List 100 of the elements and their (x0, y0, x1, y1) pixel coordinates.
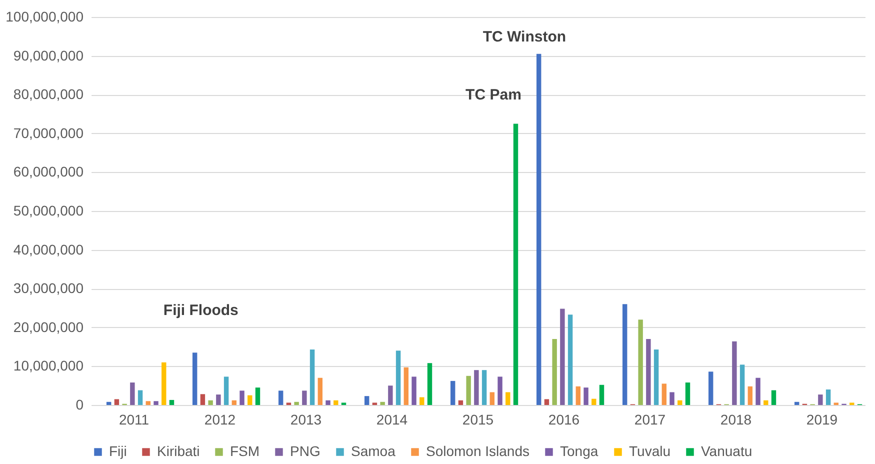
bar (224, 376, 229, 405)
annotation: TC Pam (466, 86, 522, 104)
bar (334, 400, 338, 405)
bar (584, 388, 588, 405)
bar (818, 394, 823, 405)
bar (138, 390, 143, 405)
annotation: Fiji Floods (163, 302, 238, 319)
bar (490, 392, 495, 405)
x-tick-label: 2015 (462, 412, 494, 428)
bar (404, 367, 409, 405)
bar (200, 394, 206, 405)
bar (278, 390, 284, 405)
bar (560, 308, 565, 405)
bar (732, 341, 737, 405)
y-tick-label: 100,000,000 (6, 8, 84, 24)
bar (420, 397, 424, 405)
bar (169, 400, 174, 405)
annotation: TC Winston (482, 28, 566, 46)
bar (310, 350, 315, 405)
bar (388, 386, 393, 405)
bar (326, 400, 330, 405)
bar (622, 304, 628, 405)
legend-label: FSM (230, 443, 260, 459)
x-tick-label: 2017 (634, 412, 666, 428)
bar (794, 402, 800, 405)
bar (638, 320, 643, 405)
x-tick-label: 2016 (548, 412, 580, 428)
bar (568, 314, 573, 405)
bar (654, 350, 659, 405)
bar (756, 378, 760, 405)
bar (740, 364, 745, 405)
y-tick-label: 60,000,000 (13, 164, 84, 180)
y-tick-label: 90,000,000 (13, 47, 84, 64)
bar (232, 400, 237, 405)
bar (466, 376, 471, 405)
bar (708, 372, 714, 405)
bar (544, 399, 550, 405)
x-tick-label: 2014 (376, 412, 408, 428)
bar (498, 376, 502, 405)
bar (592, 398, 596, 405)
bar (482, 370, 487, 405)
legend-label: Kiribati (157, 443, 200, 459)
bar (513, 124, 518, 405)
bar (599, 384, 604, 405)
bar (826, 389, 831, 405)
y-tick-label: 70,000,000 (13, 124, 84, 141)
legend-label: Tonga (560, 443, 598, 459)
legend-label: Fiji (109, 443, 127, 459)
bar (412, 376, 416, 405)
bar (646, 339, 651, 405)
bar (474, 370, 479, 405)
legend-label: PNG (290, 443, 320, 459)
bar (248, 395, 252, 405)
bar (552, 339, 557, 405)
y-tick-label: 10,000,000 (13, 358, 84, 374)
bar (396, 350, 401, 405)
bar (427, 363, 432, 405)
bar (364, 396, 370, 405)
x-tick-label: 2011 (118, 412, 150, 428)
y-tick-label: 20,000,000 (13, 318, 84, 335)
x-tick-label: 2019 (806, 412, 838, 428)
bar (255, 388, 260, 405)
bar (154, 401, 158, 405)
y-tick-label: 40,000,000 (13, 241, 84, 258)
bar (450, 380, 456, 405)
bar (240, 390, 244, 405)
bar (130, 382, 135, 405)
y-tick-label: 80,000,000 (13, 86, 84, 102)
bar (380, 402, 385, 405)
bar (192, 352, 198, 405)
bar (576, 386, 581, 405)
bar (458, 400, 464, 405)
bar (748, 386, 753, 405)
bar (106, 402, 112, 405)
x-tick-label: 2018 (720, 412, 752, 428)
bar (764, 400, 768, 405)
x-tick-label: 2012 (204, 412, 236, 428)
bar (678, 400, 682, 405)
bar (216, 394, 221, 405)
bar (302, 390, 307, 405)
x-tick-label: 2013 (290, 412, 322, 428)
y-tick-label: 0 (76, 396, 84, 412)
bar (162, 362, 166, 405)
bar (662, 384, 667, 405)
legend-label: Tuvalu (629, 443, 671, 459)
legend-label: Vanuatu (701, 443, 752, 459)
y-tick-label: 30,000,000 (13, 280, 84, 296)
bar (146, 401, 151, 405)
bar (771, 390, 776, 405)
bar (506, 392, 510, 405)
bar (294, 402, 299, 405)
legend-label: Samoa (351, 443, 396, 459)
legend-label: Solomon Islands (426, 443, 530, 459)
bar (318, 378, 323, 405)
bar (114, 399, 120, 405)
bar (670, 392, 674, 405)
y-tick-label: 50,000,000 (13, 202, 84, 218)
bar (208, 400, 213, 405)
bar (685, 382, 690, 405)
bar (536, 54, 542, 405)
